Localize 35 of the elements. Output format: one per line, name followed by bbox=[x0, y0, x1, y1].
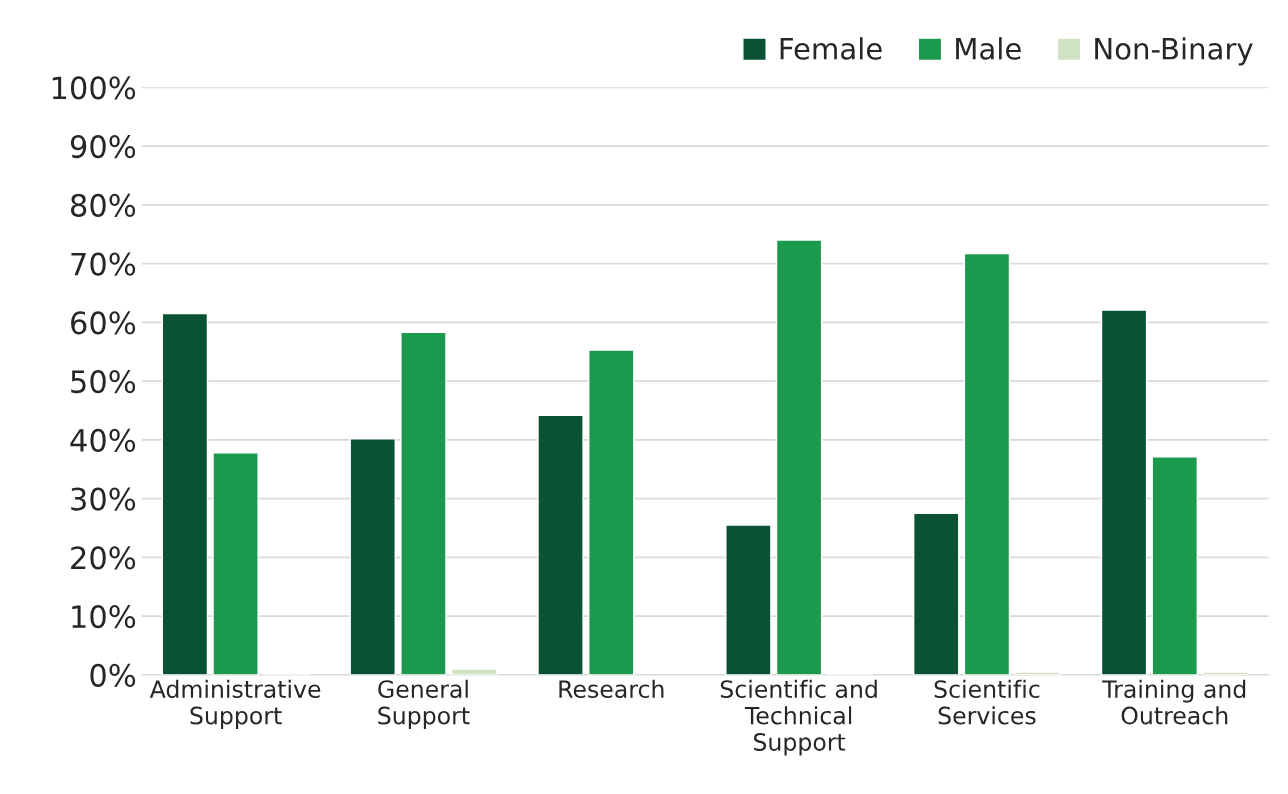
legend-label: Male bbox=[956, 37, 1021, 60]
y-tick-label: 100% bbox=[52, 76, 136, 100]
y-tick-label: 20% bbox=[71, 546, 136, 570]
bar bbox=[450, 668, 498, 675]
bar bbox=[400, 331, 447, 675]
bar bbox=[1202, 671, 1249, 675]
y-tick-label: 70% bbox=[71, 252, 136, 276]
bar bbox=[349, 438, 396, 675]
y-tick-label: 60% bbox=[71, 311, 136, 335]
bar bbox=[212, 452, 259, 675]
x-tick-label: Scientific Services bbox=[934, 679, 1040, 725]
y-tick-label: 80% bbox=[70, 193, 136, 217]
x-tick-label: Training and Outreach bbox=[1102, 679, 1246, 725]
x-tick-label: Scientific and Technical Support bbox=[720, 679, 877, 756]
legend-label: Female bbox=[780, 37, 882, 60]
x-tick-label: Administrative Support bbox=[149, 679, 321, 730]
y-tick-label: 0% bbox=[90, 663, 136, 687]
y-tick-label: 50% bbox=[71, 370, 136, 394]
bar bbox=[1014, 671, 1061, 675]
y-tick-label: 40% bbox=[70, 428, 136, 452]
y-tick-label: 10% bbox=[72, 605, 136, 629]
x-tick-label: General Support bbox=[378, 679, 470, 730]
bar bbox=[1100, 309, 1148, 675]
bar bbox=[537, 414, 584, 675]
bar bbox=[588, 349, 635, 675]
bar bbox=[912, 512, 960, 675]
x-tick-label: Research bbox=[559, 679, 664, 699]
y-tick-label: 30% bbox=[71, 487, 136, 511]
bar bbox=[775, 239, 823, 675]
bar bbox=[161, 312, 209, 675]
bar bbox=[963, 252, 1011, 675]
y-tick-label: 90% bbox=[70, 135, 136, 159]
legend-label: Non-Binary bbox=[1095, 37, 1253, 66]
bar bbox=[1151, 456, 1198, 675]
bar bbox=[725, 524, 772, 675]
